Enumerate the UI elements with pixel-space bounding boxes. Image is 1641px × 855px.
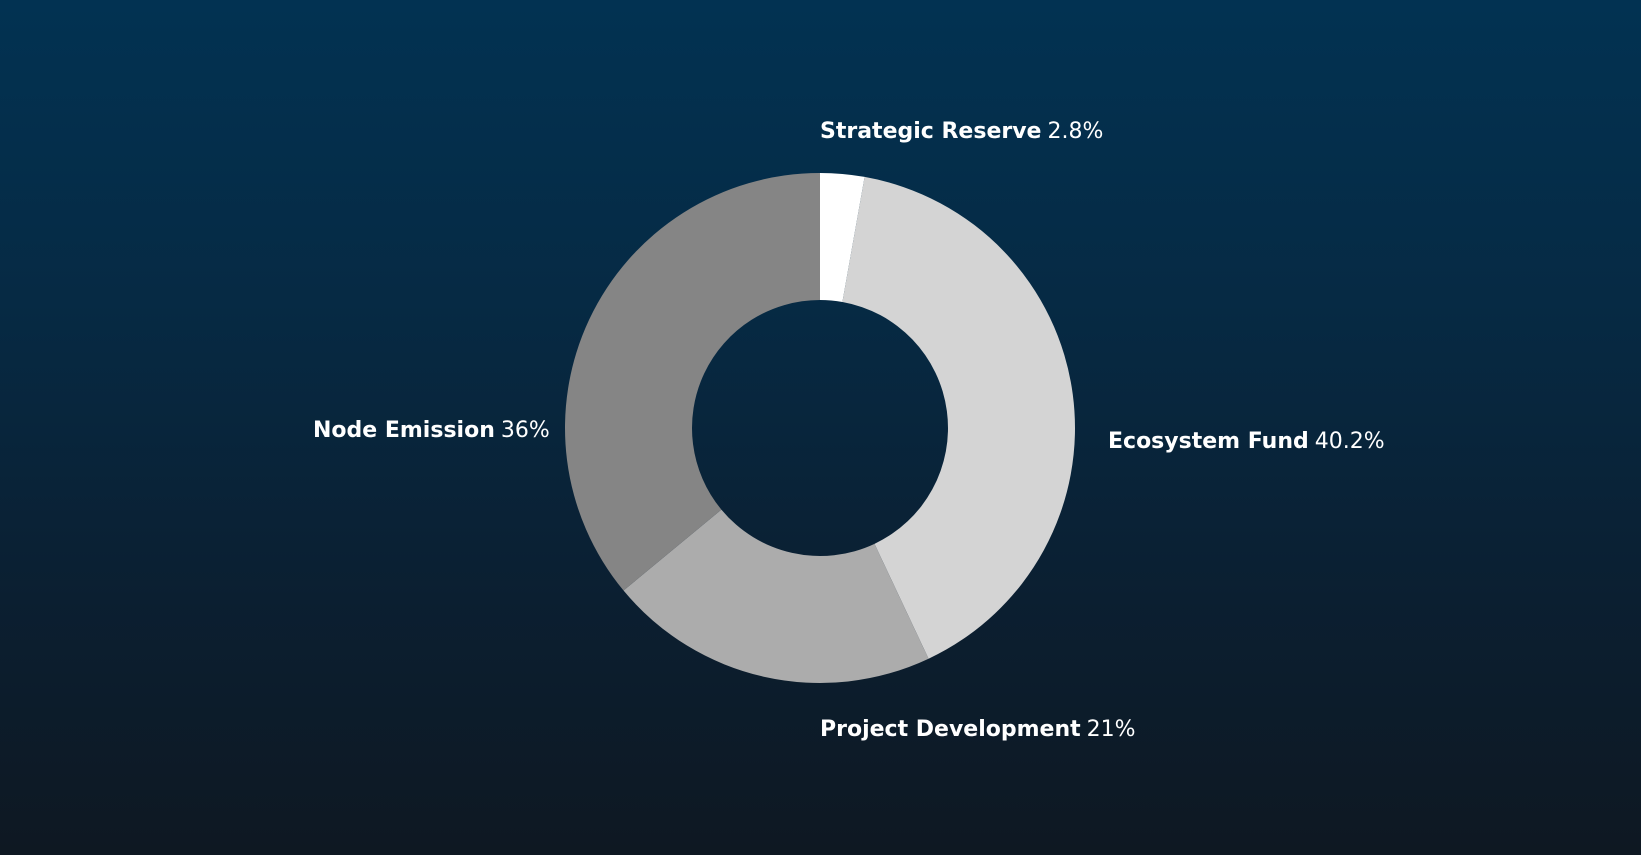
label-name: Project Development bbox=[820, 717, 1081, 742]
label-value: 2.8% bbox=[1047, 119, 1104, 144]
label-name: Strategic Reserve bbox=[820, 119, 1042, 144]
label-value: 21% bbox=[1086, 717, 1136, 742]
slice-project-development bbox=[623, 509, 929, 684]
label-node-emission: Node Emission 36% bbox=[313, 418, 550, 444]
label-ecosystem-fund: Ecosystem Fund 40.2% bbox=[1108, 429, 1385, 455]
label-value: 36% bbox=[500, 418, 550, 443]
label-name: Node Emission bbox=[313, 418, 495, 443]
label-name: Ecosystem Fund bbox=[1108, 429, 1309, 454]
slice-ecosystem-fund bbox=[842, 176, 1075, 659]
label-value: 40.2% bbox=[1314, 429, 1385, 454]
slice-node-emission bbox=[564, 173, 820, 591]
slice-strategic-reserve bbox=[820, 173, 865, 302]
label-project-development: Project Development 21% bbox=[820, 717, 1136, 743]
label-strategic-reserve: Strategic Reserve 2.8% bbox=[820, 119, 1103, 145]
